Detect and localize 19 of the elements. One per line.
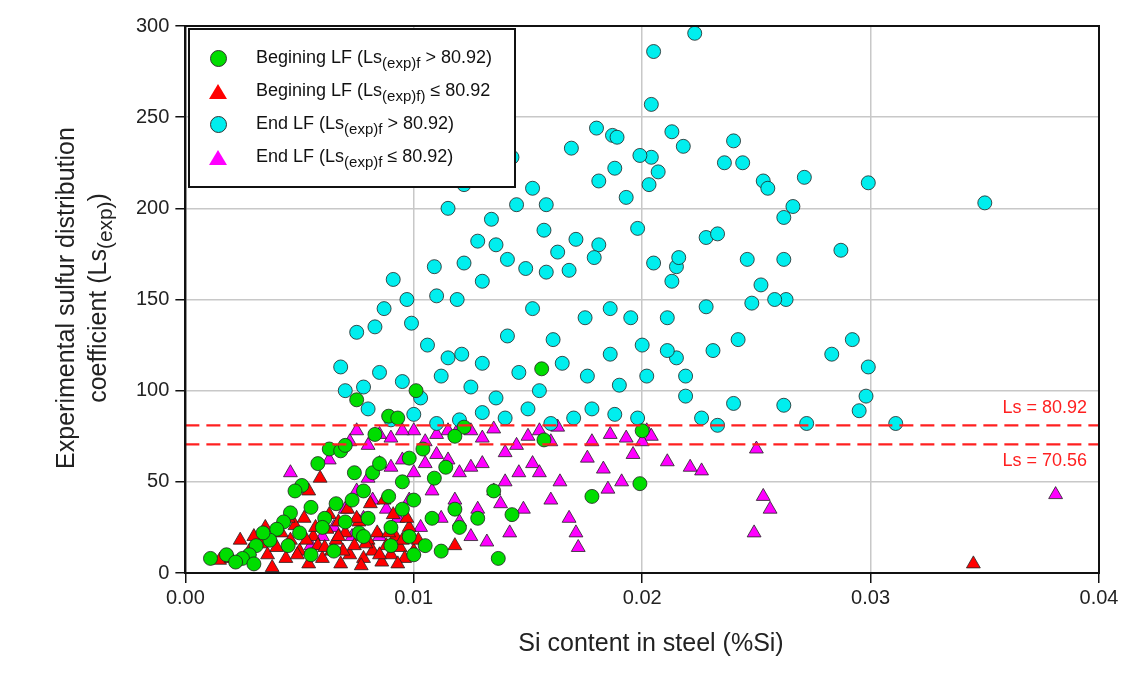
x-tick-label: 0.02 (622, 585, 662, 608)
ref-line-label: Ls = 80.92 (1002, 397, 1087, 418)
y-tick-label: 200 (135, 195, 170, 218)
legend-label: Begining LF (Ls$_{(exp)f}$ > 80.92) (256, 46, 492, 71)
y-tick-label: 250 (135, 104, 170, 127)
x-axis-title: Si content in steel (%Si) (517, 628, 785, 657)
y-tick-label: 100 (135, 378, 170, 401)
legend-label: End LF (Ls$_{(exp)f}$ ≤ 80.92) (256, 145, 454, 170)
y-tick-label: 50 (147, 469, 170, 492)
x-tick-label: 0.03 (851, 585, 891, 608)
y-tick-label: 300 (135, 13, 170, 36)
x-tick-label: 0.00 (165, 585, 205, 608)
legend-label: Begining LF (Ls$_{(exp)f)}$ ≤ 80.92 (256, 79, 491, 104)
x-tick-label: 0.04 (1079, 585, 1119, 608)
y-tick-label: 0 (158, 560, 170, 583)
y-tick-label: 150 (135, 287, 170, 310)
legend-label: End LF (Ls$_{(exp)f}$ > 80.92) (256, 112, 454, 137)
x-tick-label: 0.01 (394, 585, 434, 608)
ref-line-label: Ls = 70.56 (1002, 450, 1087, 471)
